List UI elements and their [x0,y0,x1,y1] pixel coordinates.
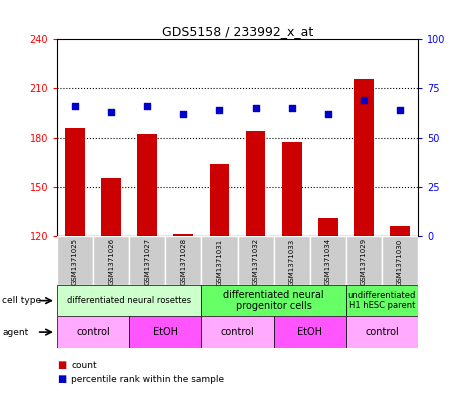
Bar [390,226,410,236]
Bar [282,142,302,236]
Bar [57,285,201,316]
Text: GSM1371033: GSM1371033 [289,238,294,285]
Bar [165,236,201,285]
Bar [346,236,382,285]
Text: GSM1371027: GSM1371027 [144,238,150,285]
Bar [382,236,418,285]
Text: differentiated neural
progenitor cells: differentiated neural progenitor cells [223,290,324,311]
Bar [346,316,418,348]
Text: undifferentiated
H1 hESC parent: undifferentiated H1 hESC parent [348,291,416,310]
Title: GDS5158 / 233992_x_at: GDS5158 / 233992_x_at [162,25,313,38]
Bar [354,79,374,236]
Point [396,107,404,113]
Bar [201,285,346,316]
Text: GSM1371032: GSM1371032 [253,238,258,285]
Text: ■: ■ [57,360,66,371]
Bar [346,285,418,316]
Text: control: control [365,327,399,337]
Bar [274,236,310,285]
Text: control: control [220,327,255,337]
Bar [101,178,121,236]
Text: GSM1371026: GSM1371026 [108,238,114,285]
Text: GSM1371031: GSM1371031 [217,238,222,285]
Point [71,103,79,109]
Text: percentile rank within the sample: percentile rank within the sample [71,375,224,384]
Text: GSM1371025: GSM1371025 [72,238,78,285]
Point [324,111,332,117]
Bar [318,218,338,236]
Text: agent: agent [2,328,28,336]
Bar [93,236,129,285]
Text: GSM1371028: GSM1371028 [180,238,186,285]
Point [180,111,187,117]
Bar [173,234,193,236]
Bar [137,134,157,236]
Bar [65,128,85,236]
Bar [57,236,93,285]
Text: EtOH: EtOH [297,327,322,337]
Point [107,109,115,115]
Text: GSM1371030: GSM1371030 [397,238,403,285]
Point [143,103,151,109]
Text: ■: ■ [57,374,66,384]
Bar [209,164,229,236]
Bar [201,316,274,348]
Text: control: control [76,327,110,337]
Point [360,97,368,103]
Bar [310,236,346,285]
Text: GSM1371034: GSM1371034 [325,238,331,285]
Bar [129,236,165,285]
Bar [57,316,129,348]
Bar [246,131,266,236]
Text: cell type: cell type [2,296,41,305]
Bar [129,316,201,348]
Bar [274,316,346,348]
Point [216,107,223,113]
Bar [238,236,274,285]
Text: count: count [71,361,97,370]
Text: GSM1371029: GSM1371029 [361,238,367,285]
Text: EtOH: EtOH [153,327,178,337]
Bar [201,236,238,285]
Text: differentiated neural rosettes: differentiated neural rosettes [67,296,191,305]
Point [288,105,295,111]
Point [252,105,259,111]
